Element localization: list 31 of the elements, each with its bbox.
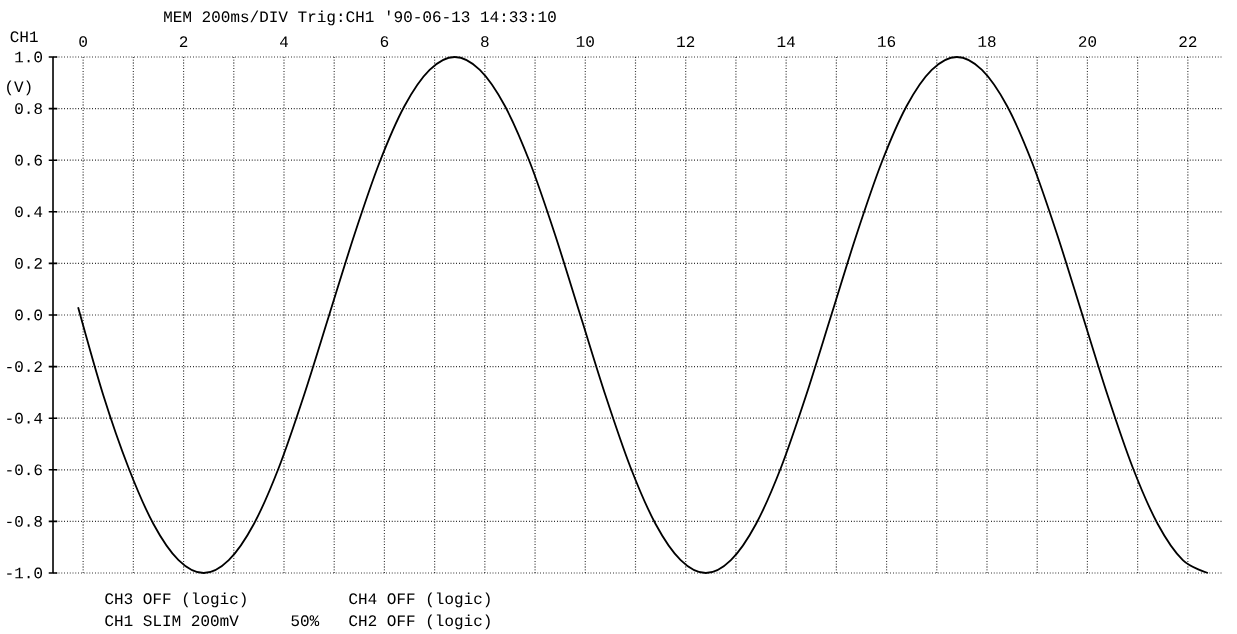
x-tick-label: 2	[179, 36, 188, 47]
y-tick-label: -0.6	[7, 464, 42, 476]
x-tick-label: 10	[576, 36, 594, 47]
x-tick-label: 0	[79, 36, 87, 47]
y-axis-title: CH1	[10, 31, 38, 43]
y-tick-label: 1.0	[15, 51, 43, 63]
text: CH3 OFF (logic)	[105, 592, 246, 608]
x-tick-label: 4	[280, 36, 288, 47]
text: (V)	[7, 80, 31, 96]
chart-title: MEM 200ms/DIV Trig:CH1 '90-06-13 14:33:10	[164, 10, 556, 26]
x-tick-label: 18	[978, 36, 996, 47]
y-tick-label: -0.8	[7, 515, 42, 527]
y-tick-label: -1.0	[7, 567, 43, 579]
text: CH4 OFF (logic)	[349, 592, 490, 608]
y-tick-label: 0.0	[15, 309, 43, 321]
x-tick-label: 14	[777, 36, 795, 47]
y-tick-label: 0.8	[15, 103, 42, 115]
text: CH2 OFF (logic)	[349, 614, 490, 630]
y-tick-label: 0.2	[15, 257, 42, 269]
text: 50%	[291, 615, 320, 627]
x-tick-label: 22	[1179, 36, 1197, 47]
y-tick-label: 0.4	[15, 206, 43, 218]
y-tick-label: -0.4	[7, 412, 43, 424]
x-tick-label: 8	[481, 36, 489, 47]
y-tick-label: 0.6	[15, 154, 42, 166]
x-tick-label: 6	[380, 36, 389, 47]
x-tick-label: 20	[1078, 36, 1097, 47]
text: CH1 SLIM 200mV	[105, 615, 239, 627]
x-tick-label: 16	[878, 36, 896, 47]
x-tick-label: 12	[677, 36, 695, 47]
y-tick-label: -0.2	[7, 361, 42, 373]
